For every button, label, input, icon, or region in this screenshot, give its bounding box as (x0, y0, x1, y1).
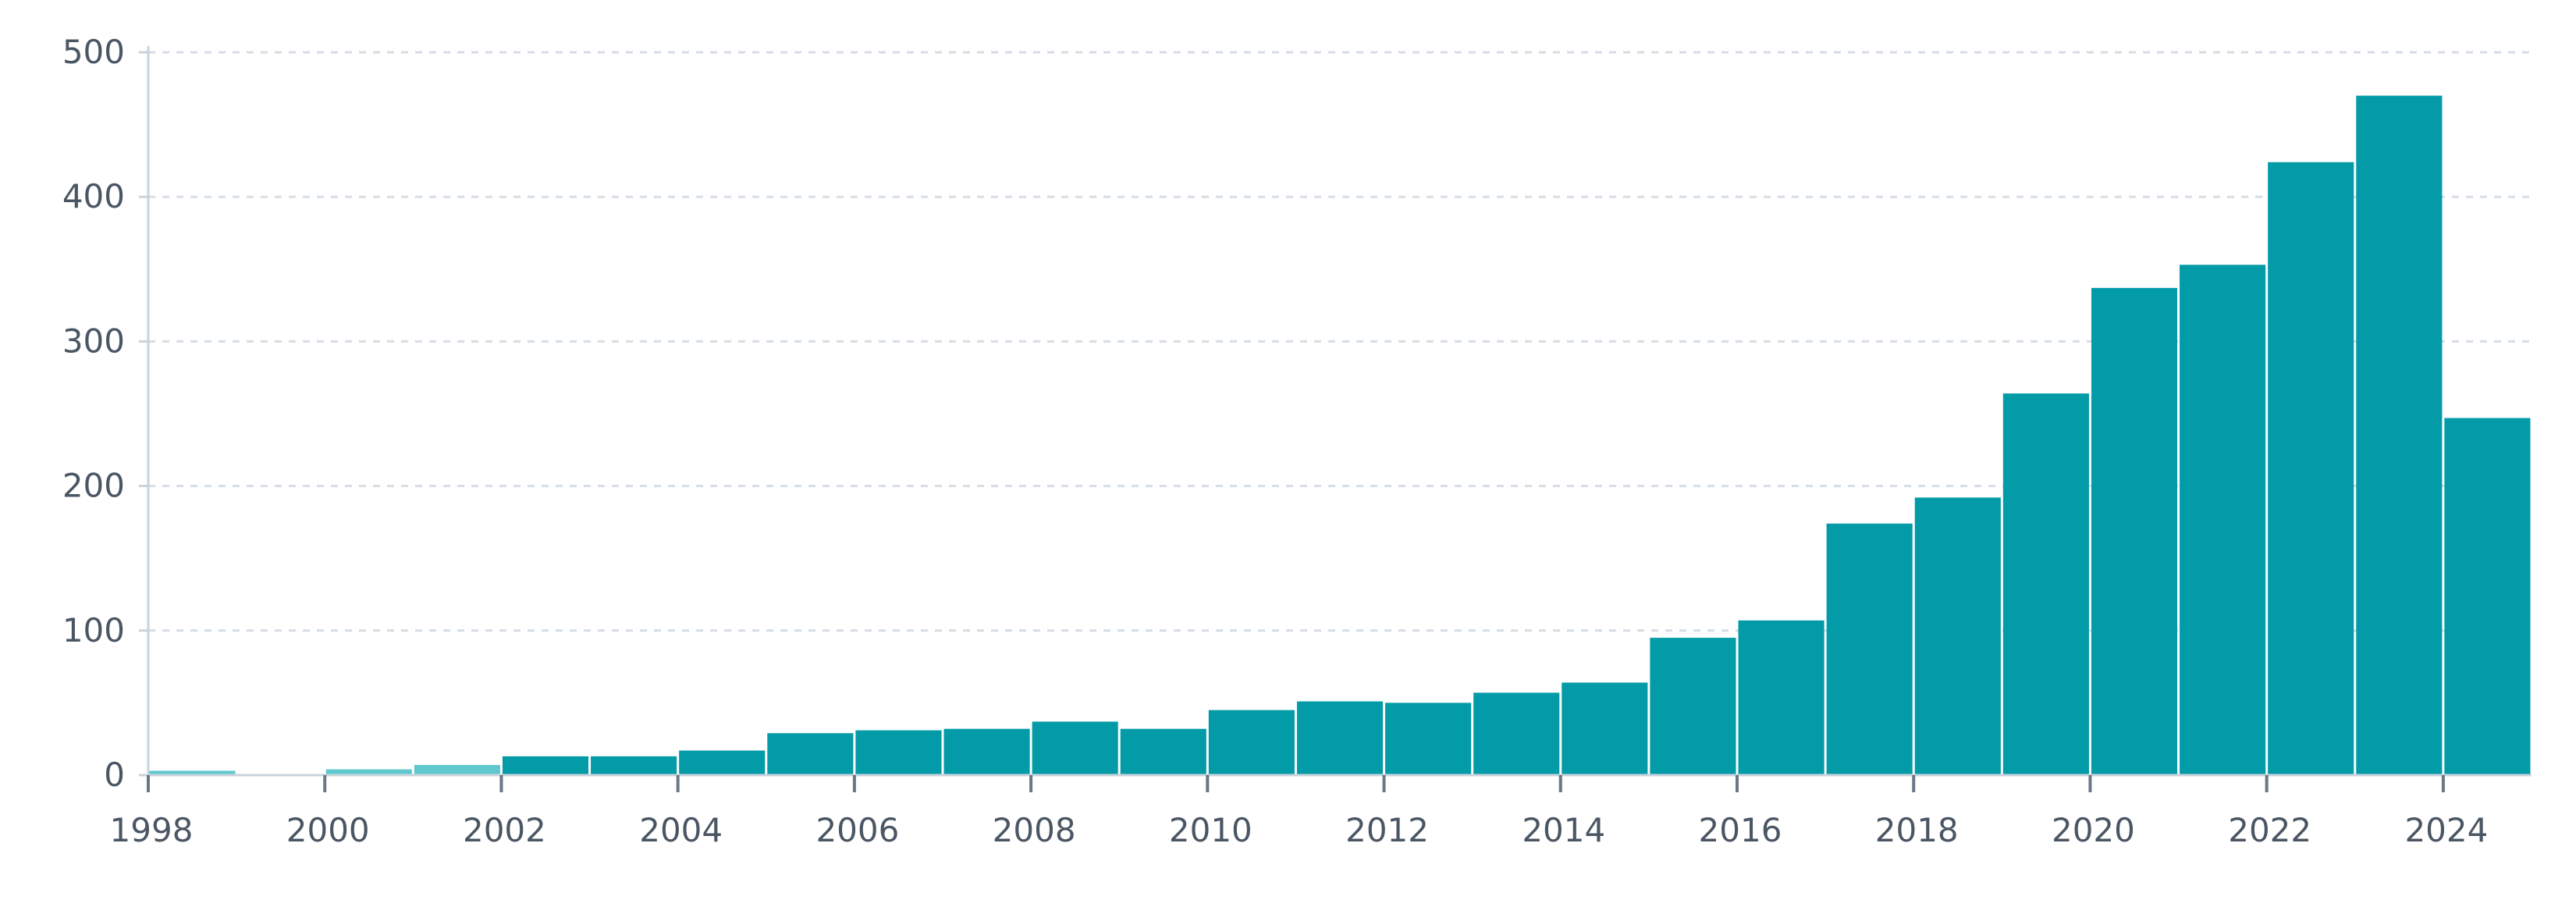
bar-2009[interactable] (1120, 728, 1206, 775)
bar-2016[interactable] (1738, 620, 1825, 775)
bar-2023[interactable] (2356, 95, 2443, 775)
bar-2019[interactable] (2002, 393, 2089, 775)
bar-2004[interactable] (679, 750, 766, 775)
x-tick-label: 2002 (463, 811, 546, 849)
y-tick-label: 300 (62, 322, 125, 360)
x-tick-label: 2016 (1699, 811, 1782, 849)
x-tick-labels: 1998 2000 2002 2004 2006 2008 2010 2012 2014 2016… (110, 811, 2489, 849)
bar-2011[interactable] (1296, 701, 1384, 775)
y-tick-label: 200 (62, 467, 125, 505)
bar-2020[interactable] (2091, 287, 2178, 776)
bar-2012[interactable] (1385, 703, 1472, 775)
bar-2002[interactable] (502, 756, 589, 775)
x-tick-label: 2006 (815, 811, 899, 849)
y-tick-label: 400 (62, 177, 125, 215)
bars (149, 95, 2531, 776)
y-tick-label: 0 (104, 756, 125, 794)
x-tick-label: 2008 (993, 811, 1076, 849)
x-tick-label: 1998 (110, 811, 194, 849)
x-tick-label: 2010 (1169, 811, 1252, 849)
bar-2018[interactable] (1914, 497, 2001, 775)
bar-2015[interactable] (1650, 638, 1736, 775)
bar-2000[interactable] (325, 769, 412, 775)
bar-2005[interactable] (767, 733, 854, 775)
bar-2021[interactable] (2180, 265, 2266, 775)
x-tick-label: 2018 (1875, 811, 1959, 849)
bar-2017[interactable] (1826, 523, 1913, 775)
bar-2022[interactable] (2268, 162, 2354, 775)
x-tick-label: 2004 (639, 811, 723, 849)
y-tick-label: 100 (62, 611, 125, 649)
bar-2006[interactable] (855, 730, 942, 775)
bar-2014[interactable] (1562, 682, 1648, 775)
bar-2024[interactable] (2444, 418, 2531, 775)
axes (139, 46, 2532, 792)
bar-2008[interactable] (1032, 721, 1118, 775)
x-tick-label: 2014 (1522, 811, 1605, 849)
y-tick-label: 500 (62, 33, 125, 71)
x-tick-label: 2000 (286, 811, 370, 849)
bar-2013[interactable] (1473, 692, 1560, 775)
bar-2001[interactable] (414, 765, 500, 775)
bar-1998[interactable] (149, 770, 236, 775)
y-tick-labels: 0 100 200 300 400 500 (62, 33, 125, 794)
x-tick-label: 2012 (1345, 811, 1429, 849)
x-tick-label: 2024 (2404, 811, 2488, 849)
bar-2007[interactable] (943, 728, 1030, 775)
x-tick-label: 2020 (2052, 811, 2135, 849)
bar-2003[interactable] (591, 756, 677, 775)
bar-2010[interactable] (1208, 710, 1295, 775)
x-tick-label: 2022 (2228, 811, 2311, 849)
